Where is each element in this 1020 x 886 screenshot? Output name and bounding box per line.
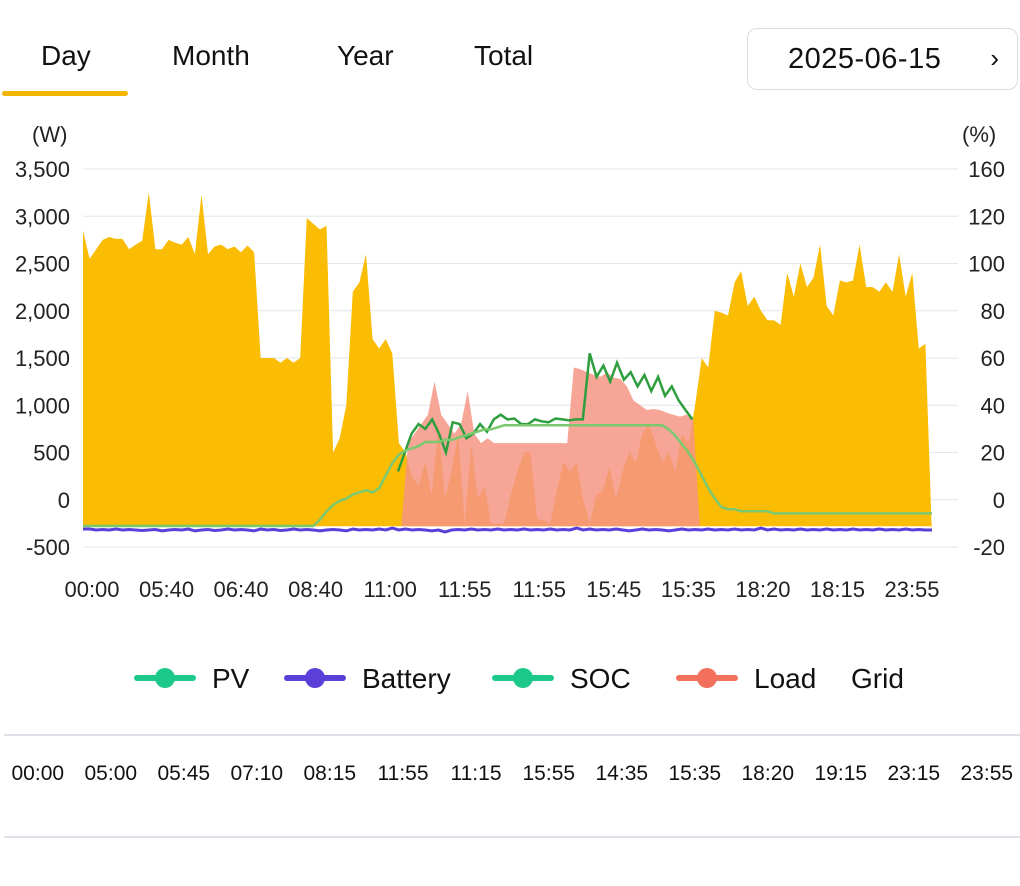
legend-label-grid: Grid bbox=[851, 663, 904, 694]
load-area bbox=[83, 367, 932, 527]
y-right-unit-label: (%) bbox=[962, 122, 996, 147]
y-left-tick-label: 0 bbox=[58, 488, 70, 513]
legend-marker-soc bbox=[513, 668, 533, 688]
y-left-tick-label: 1,500 bbox=[15, 346, 70, 371]
time-label[interactable]: 23:55 bbox=[960, 762, 1014, 785]
legend-label-soc: SOC bbox=[570, 663, 631, 694]
legend-label-battery: Battery bbox=[362, 663, 451, 694]
time-label[interactable]: 15:55 bbox=[522, 762, 576, 785]
y-right-tick-label: 100 bbox=[968, 252, 1005, 277]
period-tabs: Day Month Year Total bbox=[0, 0, 740, 100]
battery-line bbox=[83, 526, 932, 534]
x-tick-label: 18:20 bbox=[735, 577, 790, 602]
y-left-tick-label: 3,000 bbox=[15, 204, 70, 229]
time-label[interactable]: 15:35 bbox=[668, 762, 722, 785]
y-right-tick-label: 20 bbox=[981, 441, 1005, 466]
date-value: 2025-06-15 bbox=[788, 43, 942, 75]
x-tick-label: 11:55 bbox=[513, 577, 566, 602]
legend-marker-battery bbox=[305, 668, 325, 688]
time-label[interactable]: 23:15 bbox=[887, 762, 941, 785]
time-label[interactable]: 05:00 bbox=[84, 762, 138, 785]
legend-label-pv: PV bbox=[212, 663, 250, 694]
time-label[interactable]: 05:45 bbox=[157, 762, 211, 785]
x-tick-label: 23:55 bbox=[884, 577, 939, 602]
x-tick-label: 11:55 bbox=[438, 577, 491, 602]
x-tick-label: 06:40 bbox=[214, 577, 269, 602]
y-left-tick-label: 1,000 bbox=[15, 393, 70, 418]
time-label[interactable]: 18:20 bbox=[741, 762, 795, 785]
time-label[interactable]: 11:15 bbox=[450, 762, 502, 785]
y-right-tick-label: 160 bbox=[968, 157, 1005, 182]
x-tick-label: 05:40 bbox=[139, 577, 194, 602]
y-right-tick-label: 40 bbox=[981, 393, 1005, 418]
y-left-tick-label: 2,500 bbox=[15, 252, 70, 277]
x-tick-label: 15:35 bbox=[661, 577, 716, 602]
y-right-tick-label: 0 bbox=[993, 488, 1005, 513]
y-left-tick-label: 500 bbox=[33, 441, 70, 466]
divider-bottom bbox=[4, 836, 1020, 838]
time-label[interactable]: 19:15 bbox=[814, 762, 868, 785]
date-picker[interactable]: 2025-06-15 › bbox=[747, 28, 1018, 90]
tab-month[interactable]: Month bbox=[172, 40, 250, 71]
time-label-row: 00:00 05:00 05:45 07:10 08:15 11:55 11:15 15:55… bbox=[0, 762, 1020, 792]
x-tick-label: 18:15 bbox=[810, 577, 865, 602]
pv-area bbox=[83, 192, 932, 538]
tab-total[interactable]: Total bbox=[474, 40, 534, 71]
chevron-right-icon[interactable]: › bbox=[990, 43, 999, 73]
active-tab-indicator bbox=[2, 91, 128, 96]
legend-marker-load bbox=[697, 668, 717, 688]
soc-line bbox=[83, 423, 932, 528]
chart-legend: PV Battery SOC Load Grid bbox=[0, 655, 1020, 705]
legend-marker-pv bbox=[155, 668, 175, 688]
y-right-tick-label: -20 bbox=[973, 535, 1005, 560]
time-label[interactable]: 08:15 bbox=[303, 762, 357, 785]
x-tick-label: 08:40 bbox=[288, 577, 343, 602]
y-right-tick-label: 60 bbox=[981, 346, 1005, 371]
tab-year[interactable]: Year bbox=[337, 40, 394, 71]
y-left-tick-label: -500 bbox=[26, 535, 70, 560]
time-label[interactable]: 11:55 bbox=[377, 762, 429, 785]
x-tick-label: 00:00 bbox=[64, 577, 119, 602]
y-right-tick-label: 120 bbox=[968, 204, 1005, 229]
time-label[interactable]: 14:35 bbox=[595, 762, 649, 785]
y-left-tick-label: 3,500 bbox=[15, 157, 70, 182]
y-left-tick-label: 2,000 bbox=[15, 299, 70, 324]
y-left-unit-label: (W) bbox=[32, 122, 67, 147]
divider-top bbox=[4, 734, 1020, 736]
x-tick-label: 11:00 bbox=[363, 577, 416, 602]
time-label[interactable]: 07:10 bbox=[230, 762, 284, 785]
time-label[interactable]: 00:00 bbox=[11, 762, 65, 785]
legend-label-load: Load bbox=[754, 663, 817, 694]
y-right-tick-label: 80 bbox=[981, 299, 1005, 324]
tab-day[interactable]: Day bbox=[41, 40, 91, 71]
grid-line-series bbox=[396, 352, 694, 472]
x-tick-label: 15:45 bbox=[586, 577, 641, 602]
energy-chart: 3,500 3,000 2,500 2,000 1,500 1,000 500 0 -500 16… bbox=[15, 122, 1005, 602]
